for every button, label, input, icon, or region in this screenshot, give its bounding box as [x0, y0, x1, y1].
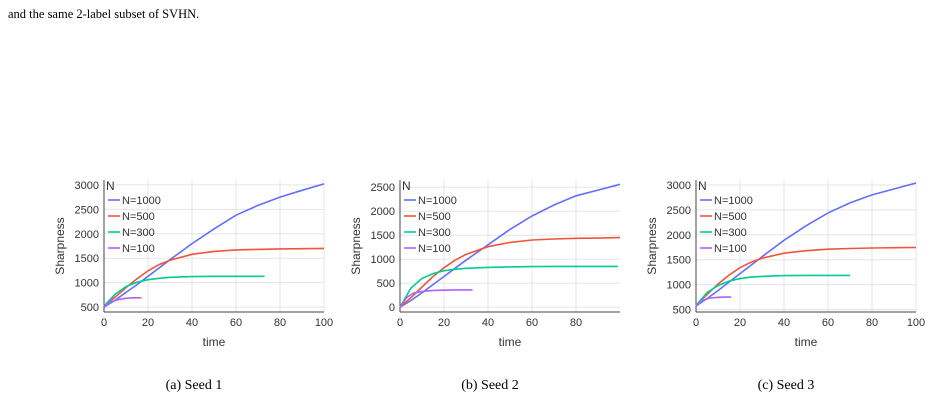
y-tick-label: 1500	[371, 230, 395, 242]
x-tick-label: 40	[482, 317, 494, 329]
legend-title: N	[698, 179, 707, 193]
series-line-n-100	[695, 296, 732, 307]
series-line-n-1000	[695, 182, 917, 307]
x-tick-label: 20	[142, 317, 154, 329]
x-tick-label: 80	[866, 317, 878, 329]
legend-title: N	[106, 179, 115, 193]
y-tick-label: 3000	[75, 180, 99, 192]
legend-label: N=1000	[714, 195, 753, 207]
series-line-n-100	[399, 289, 473, 308]
series-line-n-300	[695, 274, 850, 307]
y-tick-label: 2000	[75, 229, 99, 241]
y-tick-label: 1500	[667, 255, 691, 267]
x-tick-label: 60	[230, 317, 242, 329]
y-axis-label: Sharpness	[349, 217, 363, 274]
series-line-n-100	[103, 297, 142, 307]
legend-label: N=100	[714, 243, 747, 255]
x-tick-label: 60	[822, 317, 834, 329]
chart-caption-seed-1: (a) Seed 1	[165, 378, 223, 393]
x-tick-label: 40	[186, 317, 198, 329]
x-tick-label: 80	[274, 317, 286, 329]
y-tick-label: 2000	[371, 206, 395, 218]
series-line-n-1000	[103, 183, 325, 308]
x-axis-label: time	[203, 335, 226, 349]
sharpness-chart-seed-1: 500 1000 1500 2000 2500 3000 0 20 40 60 80 100 time S…	[53, 179, 333, 349]
y-axis-label: Sharpness	[645, 217, 659, 274]
x-tick-label: 0	[693, 317, 699, 329]
y-tick-label: 2500	[75, 204, 99, 216]
legend-label: N=500	[418, 211, 451, 223]
legend-label: N=500	[714, 211, 747, 223]
grid	[695, 180, 917, 312]
legend-label: N=300	[122, 227, 155, 239]
figure-caption-line: and the same 2-label subset of SVHN.	[8, 7, 200, 21]
chart-panel-seed-2: 0 500 1000 1500 2000 2500 0 20 40 60 80 time Sharpne…	[340, 170, 640, 410]
figure-caption-top: and the same 2-label subset of SVHN.	[8, 0, 926, 40]
legend-label: N=500	[122, 211, 155, 223]
y-tick-label: 500	[673, 305, 691, 317]
y-axis-label: Sharpness	[53, 217, 67, 274]
legend-label: N=100	[122, 243, 155, 255]
legend-label: N=300	[714, 227, 747, 239]
series-line-n-500	[399, 236, 621, 308]
chart-panel-seed-3: 500 1000 1500 2000 2500 3000 0 20 40 60 80 100 time S…	[636, 170, 934, 410]
y-tick-label: 2000	[667, 230, 691, 242]
series-line-n-500	[695, 246, 917, 307]
x-tick-label: 0	[101, 317, 107, 329]
x-tick-label: 100	[315, 317, 333, 329]
x-tick-label: 20	[438, 317, 450, 329]
legend-label: N=100	[418, 243, 451, 255]
legend-label: N=300	[418, 227, 451, 239]
legend-title: N	[402, 179, 411, 193]
chart-panel-seed-1: 500 1000 1500 2000 2500 3000 0 20 40 60 80 100 time S…	[44, 170, 344, 410]
x-tick-label: 100	[907, 317, 925, 329]
y-tick-label: 500	[377, 278, 395, 290]
legend: N N=1000 N=500 N=300 N=100	[402, 179, 457, 255]
y-tick-label: 2500	[371, 182, 395, 194]
series-line-n-300	[399, 265, 618, 308]
x-tick-label: 60	[526, 317, 538, 329]
series-line-n-300	[103, 275, 265, 307]
sharpness-chart-seed-3: 500 1000 1500 2000 2500 3000 0 20 40 60 80 100 time S…	[645, 179, 925, 349]
y-tick-label: 1000	[75, 278, 99, 290]
sharpness-chart-seed-2: 0 500 1000 1500 2000 2500 0 20 40 60 80 time Sharpne…	[349, 179, 621, 349]
y-tick-label: 0	[389, 302, 395, 314]
chart-caption-seed-3: (c) Seed 3	[757, 378, 815, 393]
y-tick-label: 500	[81, 302, 99, 314]
x-tick-label: 40	[778, 317, 790, 329]
legend: N N=1000 N=500 N=300 N=100	[106, 179, 161, 255]
legend: N N=1000 N=500 N=300 N=100	[698, 179, 753, 255]
chart-caption-seed-2: (b) Seed 2	[461, 378, 519, 393]
x-axis-label: time	[499, 335, 522, 349]
y-tick-label: 3000	[667, 180, 691, 192]
legend-label: N=1000	[122, 195, 161, 207]
legend-label: N=1000	[418, 195, 457, 207]
x-tick-label: 80	[570, 317, 582, 329]
y-tick-label: 1000	[371, 254, 395, 266]
y-tick-label: 2500	[667, 205, 691, 217]
y-tick-label: 1000	[667, 280, 691, 292]
x-tick-label: 20	[734, 317, 746, 329]
x-tick-label: 0	[397, 317, 403, 329]
y-tick-label: 1500	[75, 253, 99, 265]
x-axis-label: time	[795, 335, 818, 349]
